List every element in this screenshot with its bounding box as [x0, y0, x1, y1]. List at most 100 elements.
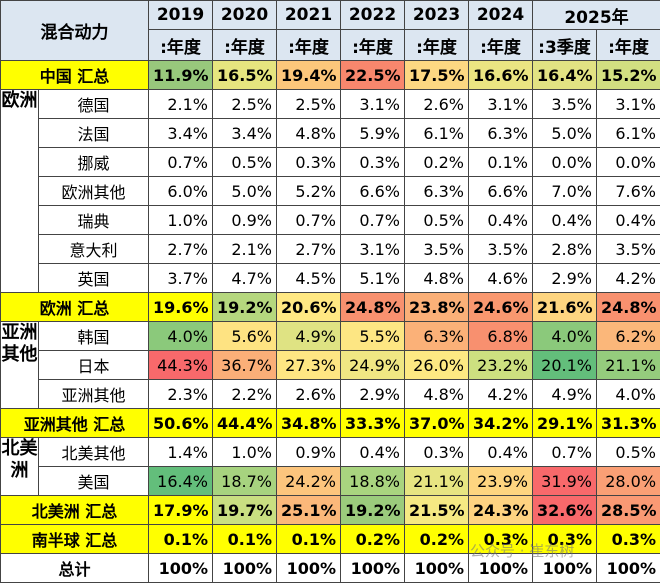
value-cell: 21.5% [404, 495, 469, 525]
value-cell: 100% [468, 553, 533, 583]
year-header: 2023 [404, 0, 469, 30]
row-label: 德国 [38, 89, 149, 119]
value-cell: 3.4% [148, 118, 213, 148]
value-cell: 0.7% [148, 147, 213, 177]
value-cell: 2.6% [276, 379, 341, 409]
value-cell: 6.6% [340, 176, 405, 206]
value-cell: 100% [148, 553, 213, 583]
value-cell: 0.5% [212, 147, 277, 177]
summary-label: 亚洲其他 汇总 [0, 408, 149, 438]
row-label: 意大利 [38, 234, 149, 264]
value-cell: 0.5% [595, 437, 660, 467]
value-cell: 2.9% [340, 379, 405, 409]
value-cell: 4.2% [595, 263, 660, 293]
data-row: 瑞典 1.0% 0.9% 0.7% 0.7% 0.5% 0.4% 0.4% 0.4% [1, 205, 660, 235]
value-cell: 0.3% [595, 524, 660, 554]
period-header: :年度 [276, 29, 341, 61]
value-cell: 24.6% [468, 292, 533, 322]
value-cell: 5.5% [340, 321, 405, 351]
value-cell: 1.4% [148, 437, 213, 467]
value-cell: 3.5% [532, 89, 597, 119]
year-header: 2025年 [531, 0, 660, 30]
value-cell: 6.6% [468, 176, 533, 206]
value-cell: 6.0% [148, 176, 213, 206]
summary-row: 总计 100% 100% 100% 100% 100% 100% 100% 100% [0, 553, 660, 583]
data-row: 北美洲 北美其他 1.4% 1.0% 0.9% 0.4% 0.3% 0.4% 0.7% 0.5% [0, 437, 660, 496]
value-cell: 2.3% [148, 379, 213, 409]
value-cell: 2.7% [276, 234, 341, 264]
data-row: 法国 3.4% 3.4% 4.8% 5.9% 6.1% 6.3% 5.0% 6.1% [1, 118, 660, 148]
value-cell: 23.2% [468, 350, 533, 380]
value-cell: 4.2% [468, 379, 533, 409]
value-cell: 20.6% [276, 292, 341, 322]
value-cell: 0.7% [276, 205, 341, 235]
value-cell: 4.9% [276, 321, 341, 351]
row-label: 亚洲其他 [38, 379, 149, 409]
value-cell: 5.9% [340, 118, 405, 148]
value-cell: 6.2% [595, 321, 660, 351]
value-cell: 6.1% [595, 118, 660, 148]
summary-label: 总计 [0, 553, 149, 583]
value-cell: 44.4% [212, 408, 277, 438]
value-cell: 21.1% [404, 466, 469, 496]
row-label: 日本 [38, 350, 149, 380]
value-cell: 31.3% [595, 408, 660, 438]
value-cell: 0.0% [532, 147, 597, 177]
value-cell: 11.9% [148, 60, 213, 90]
value-cell: 7.0% [532, 176, 597, 206]
value-cell: 16.4% [532, 60, 597, 90]
value-cell: 0.4% [532, 205, 597, 235]
value-cell: 3.5% [595, 234, 660, 264]
value-cell: 5.1% [340, 263, 405, 293]
value-cell: 2.7% [148, 234, 213, 264]
period-header: :年度 [340, 29, 405, 61]
data-row: 日本 44.3% 36.7% 27.3% 24.9% 26.0% 23.2% 20.1% 21.… [1, 350, 660, 380]
summary-label: 南半球 汇总 [0, 524, 149, 554]
row-label: 欧洲其他 [38, 176, 149, 206]
value-cell: 3.1% [340, 234, 405, 264]
period-header: :年度 [595, 29, 660, 61]
data-row: 挪威 0.7% 0.5% 0.3% 0.3% 0.2% 0.1% 0.0% 0.0% [1, 147, 660, 177]
value-cell: 100% [532, 553, 597, 583]
header-row: :年度:年度:年度:年度:年度:年度:3季度:年度 [1, 29, 660, 61]
value-cell: 4.0% [532, 321, 597, 351]
value-cell: 0.9% [276, 437, 341, 467]
value-cell: 3.5% [404, 234, 469, 264]
row-label: 英国 [38, 263, 149, 293]
value-cell: 2.6% [404, 89, 469, 119]
row-label: 挪威 [38, 147, 149, 177]
value-cell: 3.5% [468, 234, 533, 264]
value-cell: 1.0% [212, 437, 277, 467]
value-cell: 0.3% [276, 147, 341, 177]
value-cell: 6.3% [404, 321, 469, 351]
value-cell: 2.8% [532, 234, 597, 264]
value-cell: 32.6% [532, 495, 597, 525]
value-cell: 24.2% [276, 466, 341, 496]
value-cell: 0.3% [404, 437, 469, 467]
value-cell: 17.9% [148, 495, 213, 525]
value-cell: 36.7% [212, 350, 277, 380]
value-cell: 23.8% [404, 292, 469, 322]
period-header: :年度 [468, 29, 533, 61]
value-cell: 16.5% [212, 60, 277, 90]
data-row: 亚洲其他 2.3% 2.2% 2.6% 2.9% 4.8% 4.2% 4.9% 4.0% [1, 379, 660, 409]
value-cell: 5.0% [212, 176, 277, 206]
year-header: 2019 [148, 0, 213, 30]
data-row: 欧洲 德国 2.1% 2.5% 2.5% 3.1% 2.6% 3.1% 3.5% 3.1% [0, 89, 660, 293]
value-cell: 34.2% [468, 408, 533, 438]
value-cell: 24.3% [468, 495, 533, 525]
value-cell: 3.4% [212, 118, 277, 148]
row-label: 韩国 [38, 321, 149, 351]
period-header: :3季度 [532, 29, 597, 61]
data-row: 意大利 2.7% 2.1% 2.7% 3.1% 3.5% 3.5% 2.8% 3.5% [1, 234, 660, 264]
value-cell: 0.2% [404, 524, 469, 554]
value-cell: 34.8% [276, 408, 341, 438]
value-cell: 0.1% [276, 524, 341, 554]
value-cell: 19.2% [212, 292, 277, 322]
data-row: 欧洲其他 6.0% 5.0% 5.2% 6.6% 6.3% 6.6% 7.0% 7.6% [1, 176, 660, 206]
group-text: 北美洲 [1, 438, 38, 482]
value-cell: 33.3% [340, 408, 405, 438]
value-cell: 18.7% [212, 466, 277, 496]
value-cell: 0.2% [404, 147, 469, 177]
